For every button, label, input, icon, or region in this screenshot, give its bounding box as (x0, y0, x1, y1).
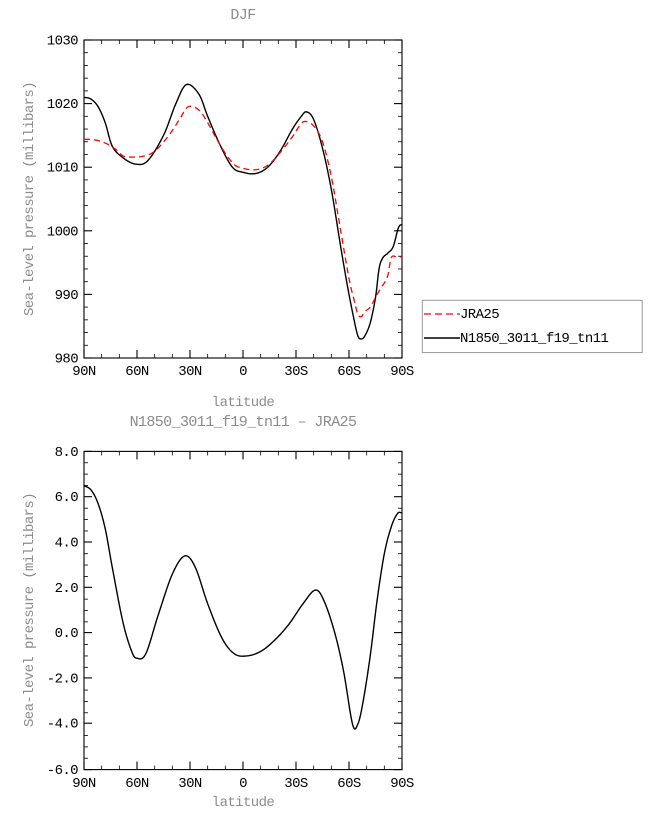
svg-text:90S: 90S (390, 364, 414, 380)
svg-text:N1850_3011_f19_tn11 – JRA25: N1850_3011_f19_tn11 – JRA25 (130, 414, 357, 431)
svg-text:90S: 90S (390, 776, 414, 792)
svg-text:1020: 1020 (47, 97, 78, 113)
svg-text:60S: 60S (337, 776, 361, 792)
svg-text:0.0: 0.0 (55, 626, 79, 642)
svg-text:30S: 30S (284, 364, 308, 380)
svg-text:latitude: latitude (212, 395, 275, 411)
svg-text:1030: 1030 (47, 34, 78, 50)
svg-text:N1850_3011_f19_tn11: N1850_3011_f19_tn11 (460, 331, 608, 347)
svg-text:6.0: 6.0 (55, 490, 79, 506)
svg-text:1000: 1000 (47, 224, 78, 240)
svg-text:990: 990 (55, 288, 79, 304)
svg-text:Sea-level pressure (millibars): Sea-level pressure (millibars) (22, 493, 38, 727)
svg-text:Sea-level pressure (millibars): Sea-level pressure (millibars) (22, 82, 38, 316)
svg-text:0: 0 (239, 776, 247, 792)
svg-text:0: 0 (239, 364, 247, 380)
svg-text:1010: 1010 (47, 161, 78, 177)
svg-text:2.0: 2.0 (55, 581, 79, 597)
svg-text:90N: 90N (72, 776, 96, 792)
svg-text:60S: 60S (337, 364, 361, 380)
svg-text:JRA25: JRA25 (460, 307, 499, 323)
svg-text:30N: 30N (178, 776, 202, 792)
svg-text:8.0: 8.0 (55, 445, 79, 461)
svg-text:90N: 90N (72, 364, 96, 380)
svg-text:30N: 30N (178, 364, 202, 380)
svg-text:60N: 60N (125, 364, 149, 380)
svg-text:4.0: 4.0 (55, 536, 79, 552)
svg-text:60N: 60N (125, 776, 149, 792)
svg-text:DJF: DJF (230, 7, 255, 24)
svg-text:latitude: latitude (212, 795, 275, 811)
svg-text:-2.0: -2.0 (47, 671, 78, 687)
svg-text:-4.0: -4.0 (47, 717, 78, 733)
svg-text:30S: 30S (284, 776, 308, 792)
